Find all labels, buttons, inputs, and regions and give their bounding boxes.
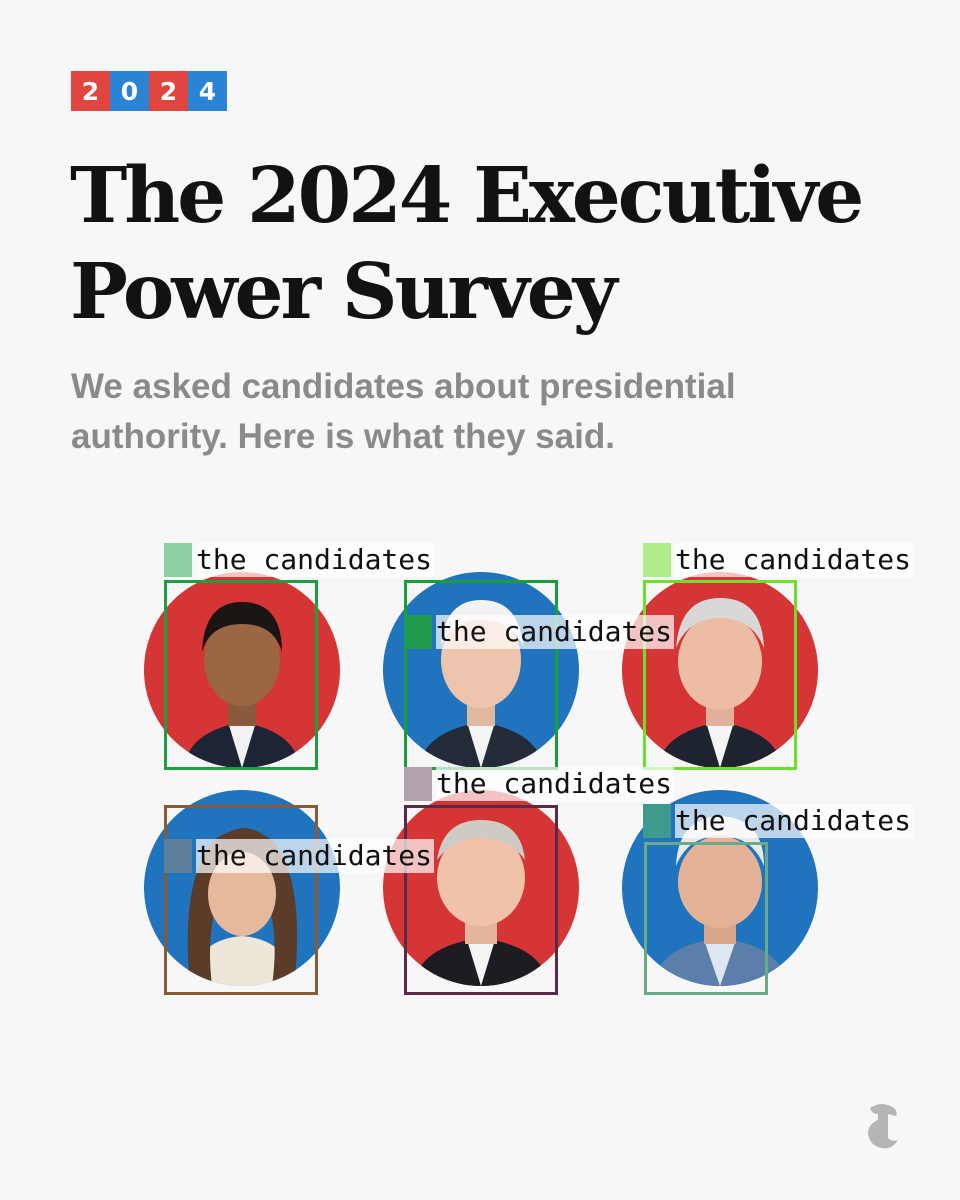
person-icon: [413, 820, 549, 986]
tag-swatch: [164, 839, 192, 873]
annotation-tag: the candidates: [164, 839, 435, 873]
title-line: The 2024 Executive: [70, 151, 864, 241]
tag-label: the candidates: [436, 615, 675, 649]
annotation-tag: the candidates: [164, 543, 435, 577]
annotation-tag: the candidates: [643, 804, 914, 838]
tag-label: the candidates: [436, 767, 675, 801]
annotation-box: [164, 580, 318, 770]
tag-swatch: [404, 615, 432, 649]
annotation-box: [404, 580, 558, 770]
person-icon: [652, 816, 788, 986]
title-line: Power Survey: [70, 247, 617, 337]
annotation-tag: the candidates: [404, 767, 675, 801]
candidate-portrait-3[interactable]: [622, 572, 818, 768]
subtitle-line: We asked candidates about presidential: [71, 367, 736, 406]
annotation-tag: the candidates: [643, 543, 914, 577]
badge-digit: 2: [71, 71, 110, 111]
tag-swatch: [643, 804, 671, 838]
badge-digit: 4: [188, 71, 227, 111]
candidate-portrait-1[interactable]: [144, 572, 340, 768]
tag-swatch: [404, 767, 432, 801]
page-title: The 2024 Executive Power Survey: [70, 148, 890, 340]
tag-label: the candidates: [196, 839, 435, 873]
year-badge: 2 0 2 4: [71, 71, 227, 111]
tag-label: the candidates: [196, 543, 435, 577]
annotation-box: [164, 805, 318, 995]
candidate-portrait-5[interactable]: [383, 790, 579, 986]
annotation-box: [404, 805, 558, 995]
badge-digit: 2: [149, 71, 188, 111]
annotation-tag: the candidates: [404, 615, 675, 649]
tag-swatch: [643, 543, 671, 577]
page-subtitle: We asked candidates about presidential a…: [71, 362, 831, 462]
nyt-logo-icon[interactable]: [862, 1102, 904, 1152]
tag-swatch: [164, 543, 192, 577]
annotation-box: [643, 580, 797, 770]
subtitle-line: authority. Here is what they said.: [71, 417, 615, 456]
annotation-box: [644, 842, 768, 995]
tag-label: the candidates: [675, 543, 914, 577]
badge-digit: 0: [110, 71, 149, 111]
person-icon: [658, 598, 782, 768]
person-icon: [184, 602, 300, 768]
tag-label: the candidates: [675, 804, 914, 838]
